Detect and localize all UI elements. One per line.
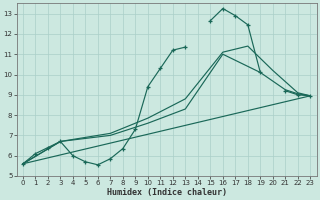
X-axis label: Humidex (Indice chaleur): Humidex (Indice chaleur): [107, 188, 227, 197]
